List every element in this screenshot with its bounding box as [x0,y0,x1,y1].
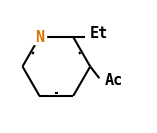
Text: Et: Et [90,26,108,41]
Text: Ac: Ac [105,73,123,88]
Bar [33,31,46,44]
Text: N: N [35,30,44,45]
